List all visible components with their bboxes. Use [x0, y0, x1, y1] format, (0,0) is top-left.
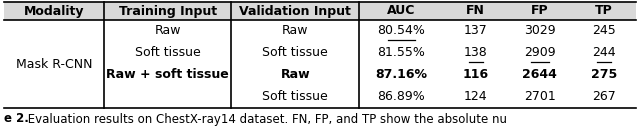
- Text: AUC: AUC: [387, 5, 415, 18]
- Text: 2909: 2909: [524, 46, 556, 59]
- Text: 2701: 2701: [524, 91, 556, 103]
- Text: 275: 275: [591, 68, 617, 82]
- Text: Raw: Raw: [280, 68, 310, 82]
- Text: 116: 116: [463, 68, 489, 82]
- Text: 245: 245: [592, 25, 616, 38]
- Text: Soft tissue: Soft tissue: [262, 46, 328, 59]
- Text: 267: 267: [592, 91, 616, 103]
- Bar: [4, 2, 636, 20]
- Text: 244: 244: [592, 46, 616, 59]
- Text: Soft tissue: Soft tissue: [262, 91, 328, 103]
- Text: Raw + soft tissue: Raw + soft tissue: [106, 68, 229, 82]
- Text: FP: FP: [531, 5, 548, 18]
- Text: 86.89%: 86.89%: [378, 91, 425, 103]
- Text: Evaluation results on ChestX-ray14 dataset. FN, FP, and TP show the absolute nu: Evaluation results on ChestX-ray14 datas…: [24, 112, 508, 125]
- Text: 2644: 2644: [522, 68, 557, 82]
- Text: e 2.: e 2.: [4, 112, 29, 125]
- Text: 3029: 3029: [524, 25, 556, 38]
- Text: 80.54%: 80.54%: [378, 25, 425, 38]
- Text: Training Input: Training Input: [118, 5, 217, 18]
- Text: 138: 138: [464, 46, 488, 59]
- Text: Validation Input: Validation Input: [239, 5, 351, 18]
- Text: 81.55%: 81.55%: [378, 46, 425, 59]
- Text: 87.16%: 87.16%: [375, 68, 428, 82]
- Text: Modality: Modality: [24, 5, 84, 18]
- Text: Raw: Raw: [154, 25, 181, 38]
- Text: Raw: Raw: [282, 25, 308, 38]
- Text: FN: FN: [467, 5, 485, 18]
- Text: 137: 137: [464, 25, 488, 38]
- Text: TP: TP: [595, 5, 613, 18]
- Text: 124: 124: [464, 91, 488, 103]
- Text: Soft tissue: Soft tissue: [135, 46, 200, 59]
- Text: Mask R-CNN: Mask R-CNN: [16, 58, 92, 71]
